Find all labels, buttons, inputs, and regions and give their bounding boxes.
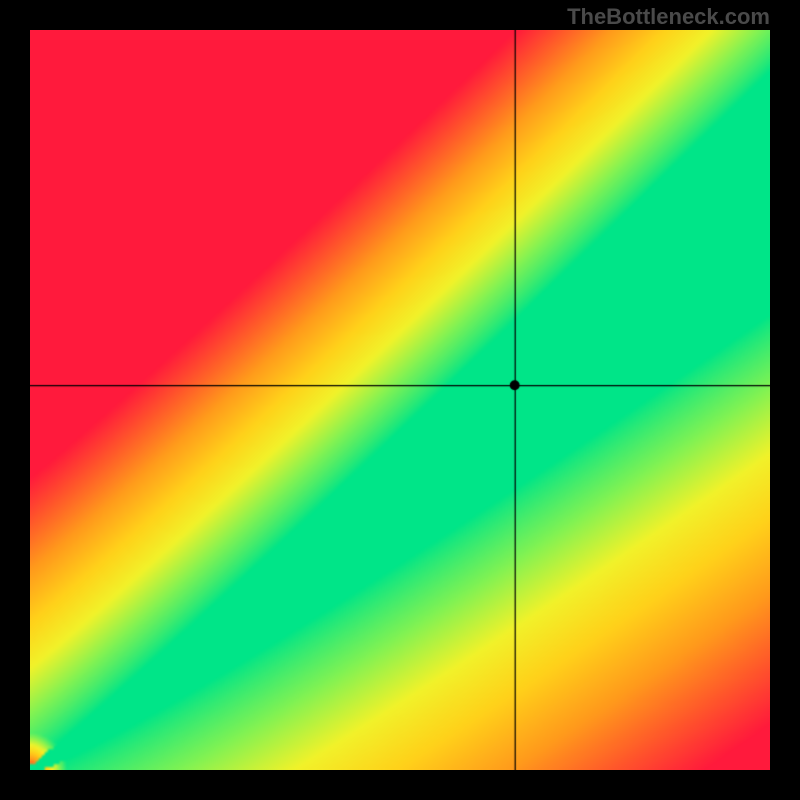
bottleneck-heatmap (30, 30, 770, 770)
chart-container: TheBottleneck.com (0, 0, 800, 800)
watermark-text: TheBottleneck.com (567, 4, 770, 30)
